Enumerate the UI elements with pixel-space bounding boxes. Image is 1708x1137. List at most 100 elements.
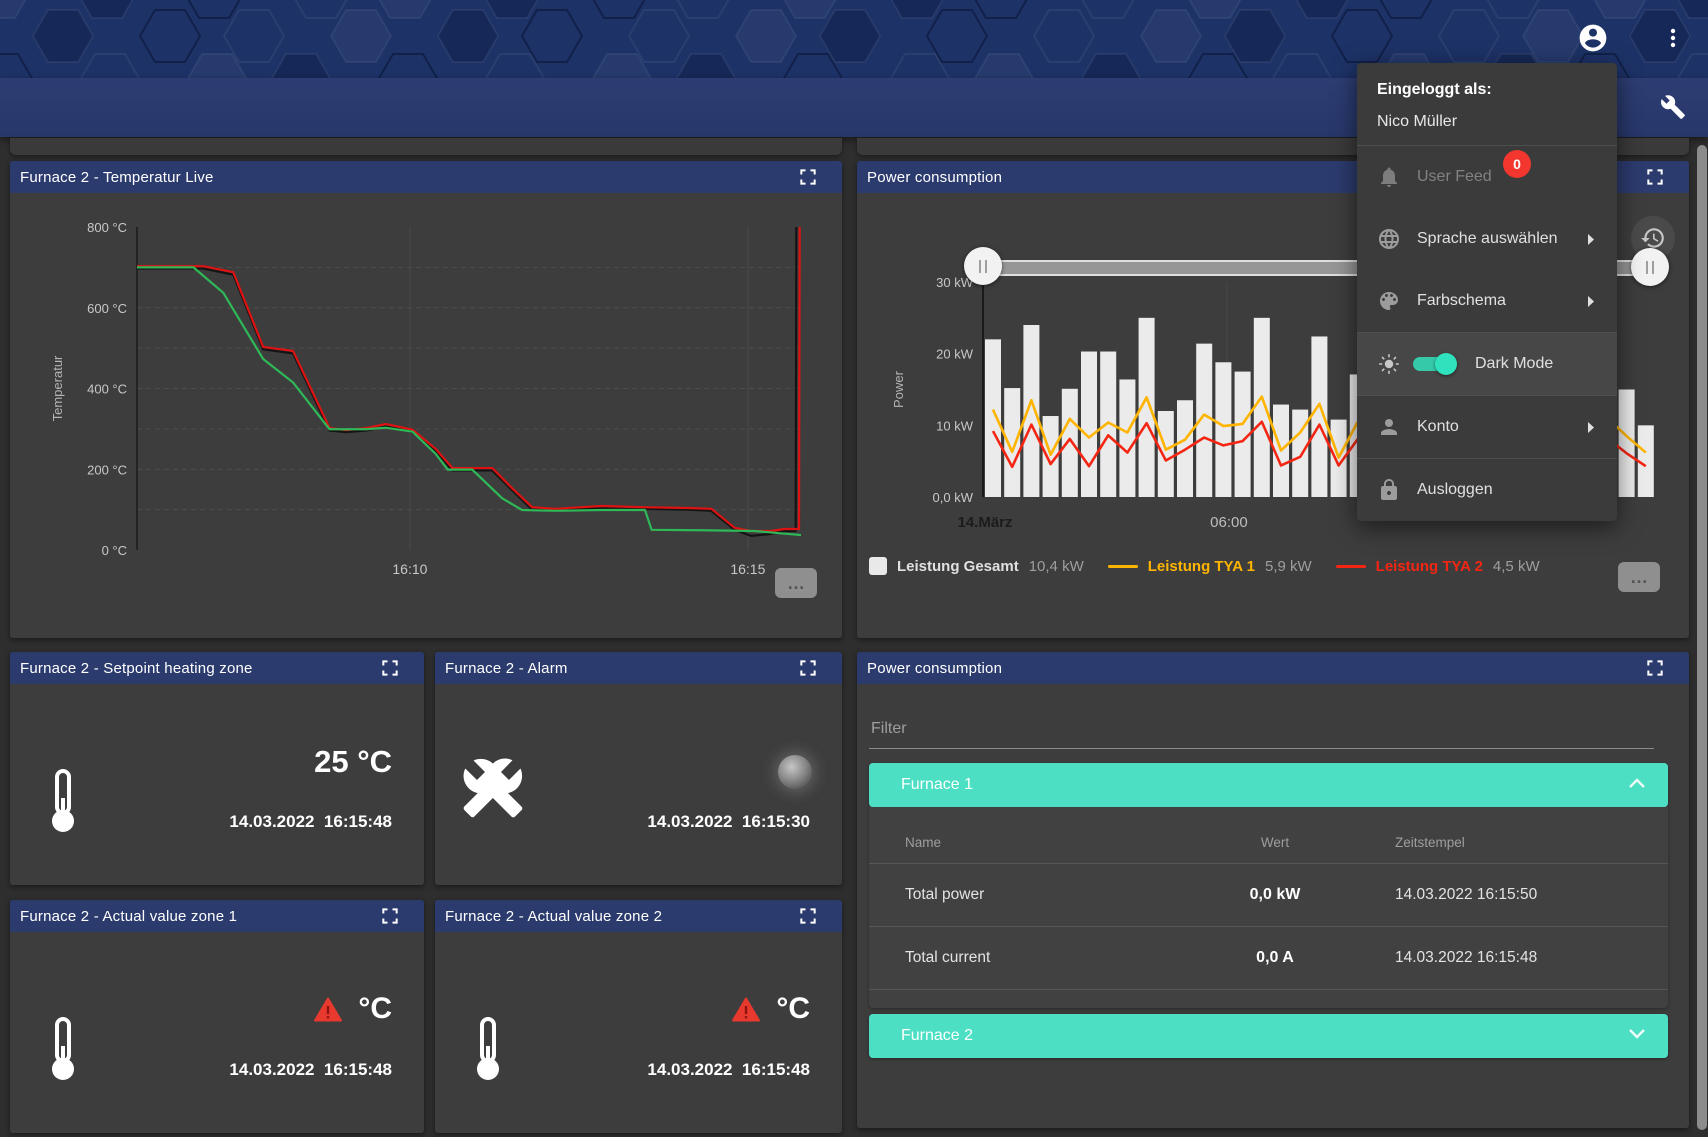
menu-item-language[interactable]: Sprache auswählen (1357, 208, 1617, 270)
menu-header: Eingeloggt als: Nico Müller (1357, 63, 1617, 146)
user-avatar-button[interactable] (1575, 20, 1611, 56)
y-tick-label: 600 °C (87, 301, 127, 316)
thermometer-icon (52, 769, 74, 832)
chevron-up-icon (1629, 778, 1645, 788)
panel-title: Furnace 2 - Setpoint heating zone (20, 659, 253, 677)
panel-title: Power consumption (867, 168, 1003, 186)
legend-swatch (1107, 564, 1138, 568)
panel-power-consumption-table: Power consumption Furnace 1 Name Wert Zeits… (857, 652, 1689, 1128)
legend-label[interactable]: Leistung Gesamt (897, 557, 1019, 575)
user-dropdown-menu: Eingeloggt als: Nico Müller User Feed 0 Sp… (1357, 63, 1617, 521)
panel-setpoint-heating-zone: Furnace 2 - Setpoint heating zone 25 °C … (10, 652, 424, 885)
x-tick-label: 16:10 (392, 561, 427, 577)
crossed-tools-icon (463, 758, 523, 818)
bar-total-power (1157, 411, 1174, 497)
column-header: Name (905, 834, 942, 850)
dark-mode-toggle[interactable] (1411, 352, 1457, 376)
menu-item-dark-mode[interactable]: Dark Mode (1357, 332, 1617, 396)
bar-total-power (1311, 336, 1328, 497)
panel-alarm: Furnace 2 - Alarm 14.03.2022 16:15:30 (435, 652, 842, 885)
legend-value: 10,4 kW (1028, 557, 1084, 575)
fullscreen-icon (800, 660, 816, 676)
fullscreen-icon (382, 660, 398, 676)
row-value: 0,0 A (1256, 949, 1294, 966)
accordion-header-furnace-1[interactable]: Furnace 1 (869, 763, 1668, 807)
settings-wrench-button[interactable] (1655, 89, 1691, 125)
palette-icon (1380, 292, 1398, 310)
time-range-slider-handle-right[interactable] (1631, 248, 1669, 286)
panel-title: Furnace 2 - Actual value zone 2 (445, 907, 663, 925)
bar-total-power (1081, 351, 1097, 497)
accordion-title: Furnace 1 (901, 776, 974, 793)
x-tick-label: 16:15 (730, 561, 765, 577)
account-circle-icon (1579, 24, 1607, 52)
table-row: Total current 0,0 A 14.03.2022 16:15:48 (869, 927, 1668, 990)
table-header-row: Name Wert Zeitstempel (869, 807, 1668, 864)
menu-item-logout[interactable]: Ausloggen (1357, 459, 1617, 521)
alarm-indicator-lamp (778, 755, 812, 789)
fullscreen-button[interactable] (380, 658, 400, 678)
legend-label[interactable]: Leistung TYA 2 (1375, 557, 1483, 575)
zone1-unit: °C (358, 992, 392, 1025)
chevron-right-icon (1588, 422, 1594, 433)
column-header: Wert (1260, 834, 1290, 850)
wrench-icon (1661, 95, 1685, 119)
temperature-chart[interactable]: 16:10 16:15 800 °C 600 °C 400 °C 200 °C 0 °C Te… (10, 161, 842, 638)
row-value: 0,0 kW (1249, 886, 1301, 903)
panel-more-button[interactable]: … (1618, 562, 1660, 592)
menu-item-account[interactable]: Konto (1357, 396, 1617, 459)
bar-total-power (1138, 317, 1155, 497)
panel-header: Furnace 2 - Alarm (435, 652, 842, 684)
y-axis-title: Temperatur (50, 355, 65, 421)
panel-title: Furnace 2 - Alarm (445, 659, 568, 677)
cutoff-panel-bottom-left (10, 138, 842, 155)
accordion-header-furnace-2[interactable]: Furnace 2 (869, 1014, 1668, 1058)
y-tick-label: 200 °C (87, 462, 127, 477)
bar-total-power (1023, 325, 1040, 497)
panel-actual-value-zone-2: Furnace 2 - Actual value zone 2 °C 14.03… (435, 900, 842, 1133)
card-padding (869, 990, 1668, 1008)
history-icon (1641, 228, 1664, 248)
fullscreen-button[interactable] (798, 167, 818, 187)
notification-badge: 0 (1503, 150, 1531, 178)
menu-item-label: Farbschema (1417, 292, 1506, 309)
chevron-right-icon (1588, 296, 1594, 307)
menu-item-user-feed[interactable]: User Feed 0 (1357, 146, 1617, 208)
y-tick-label: 0,0 kW (933, 490, 974, 505)
panel-title: Furnace 2 - Temperatur Live (20, 168, 214, 186)
legend-swatch (1335, 564, 1366, 568)
bar-total-power (1004, 388, 1021, 497)
y-axis-title: Power (891, 370, 906, 408)
fullscreen-button[interactable] (798, 658, 818, 678)
x-tick-label: 14.März (957, 514, 1012, 531)
fullscreen-button[interactable] (380, 906, 400, 926)
panel-temperature-live: Furnace 2 - Temperatur Live 16:10 16:15 80… (10, 161, 842, 638)
bar-total-power (1253, 317, 1270, 497)
fullscreen-icon (382, 908, 398, 924)
zone1-timestamp: 14.03.2022 16:15:48 (229, 1060, 392, 1079)
fullscreen-button[interactable] (1645, 658, 1665, 678)
furnace-group-card: Furnace 2 (869, 1014, 1668, 1058)
legend-swatch (869, 557, 887, 575)
kebab-menu-button[interactable] (1655, 20, 1691, 56)
y-tick-label: 800 °C (87, 220, 127, 235)
page-scrollbar[interactable] (1697, 145, 1707, 1130)
person-icon (1381, 419, 1397, 435)
legend-label[interactable]: Leistung TYA 1 (1147, 557, 1255, 575)
bar-total-power (1100, 351, 1117, 497)
row-name: Total power (905, 886, 985, 903)
filter-input[interactable] (869, 710, 1654, 749)
y-tick-label: 20 kW (936, 347, 974, 362)
bar-total-power (1061, 388, 1078, 497)
column-header: Zeitstempel (1395, 834, 1465, 850)
panel-header: Furnace 2 - Temperatur Live (10, 161, 842, 193)
chevron-down-icon (1629, 1029, 1645, 1039)
menu-item-color-scheme[interactable]: Farbschema (1357, 270, 1617, 332)
time-range-slider-handle-left[interactable] (964, 247, 1002, 285)
y-tick-label: 0 °C (102, 543, 127, 558)
fullscreen-button[interactable] (798, 906, 818, 926)
bell-icon (1381, 167, 1397, 187)
panel-more-button[interactable]: … (775, 568, 817, 598)
setpoint-timestamp: 14.03.2022 16:15:48 (229, 812, 392, 831)
fullscreen-button[interactable] (1645, 167, 1665, 187)
